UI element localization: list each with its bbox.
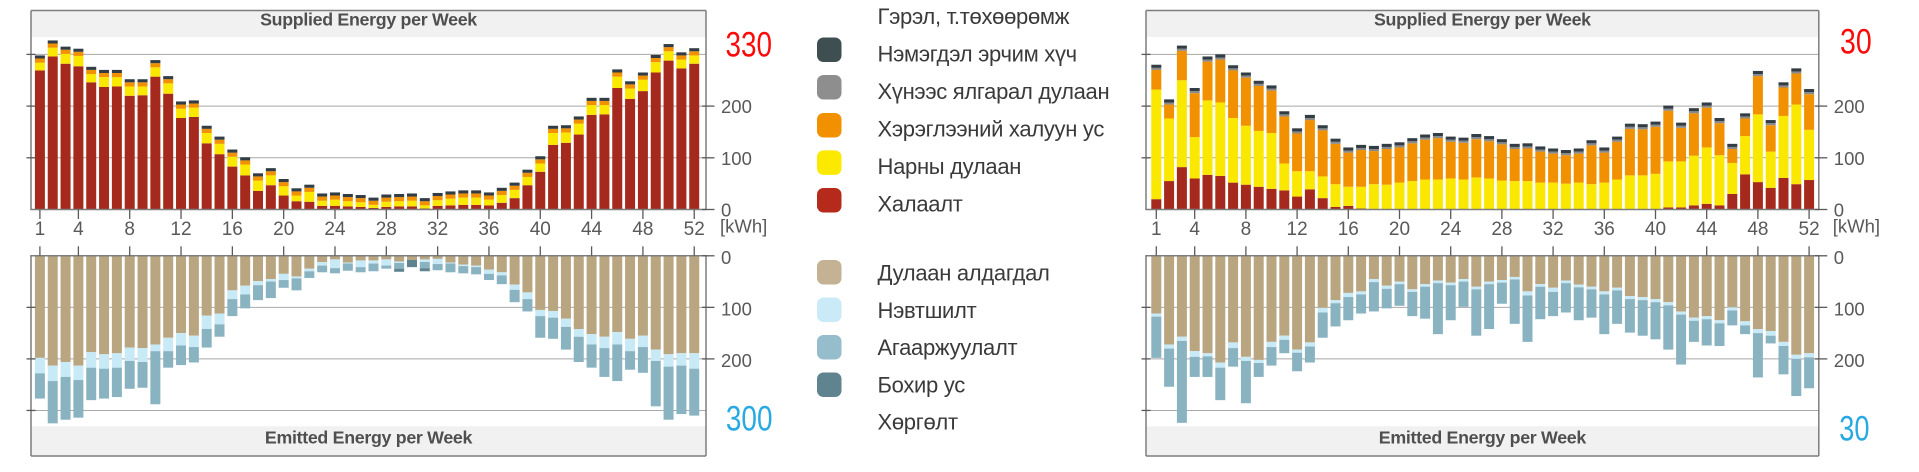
svg-text:36: 36 [1594, 219, 1615, 240]
svg-text:Халаалт: Халаалт [878, 192, 963, 217]
svg-text:0: 0 [721, 247, 731, 268]
svg-text:28: 28 [376, 219, 397, 240]
svg-text:24: 24 [1440, 219, 1462, 240]
svg-text:32: 32 [1543, 219, 1564, 240]
svg-text:44: 44 [581, 219, 603, 240]
svg-text:Дулаан алдагдал: Дулаан алдагдал [878, 261, 1050, 286]
svg-text:Emitted Energy per Week: Emitted Energy per Week [265, 428, 473, 448]
svg-text:Хүнээс ялгарал дулаан: Хүнээс ялгарал дулаан [878, 79, 1110, 104]
svg-text:48: 48 [632, 219, 653, 240]
svg-text:200: 200 [721, 96, 752, 117]
svg-text:100: 100 [721, 299, 752, 320]
svg-text:0: 0 [721, 200, 731, 221]
svg-text:52: 52 [1799, 219, 1820, 240]
svg-text:[kWh]: [kWh] [1833, 216, 1880, 237]
svg-text:40: 40 [530, 219, 551, 240]
svg-text:1: 1 [1151, 219, 1162, 240]
svg-text:Гэрэл, т.төхөөрөмж: Гэрэл, т.төхөөрөмж [878, 4, 1070, 29]
svg-text:100: 100 [721, 148, 752, 169]
svg-text:40: 40 [1645, 219, 1666, 240]
svg-text:Агааржуулалт: Агааржуулалт [878, 335, 1018, 360]
svg-text:30: 30 [1840, 23, 1872, 62]
svg-text:8: 8 [1241, 219, 1252, 240]
svg-text:330: 330 [726, 26, 773, 65]
svg-text:20: 20 [273, 219, 294, 240]
svg-text:Бохир ус: Бохир ус [878, 372, 966, 397]
svg-text:Supplied Energy per Week: Supplied Energy per Week [1374, 10, 1591, 30]
svg-text:32: 32 [427, 219, 448, 240]
svg-text:200: 200 [721, 350, 752, 371]
svg-text:44: 44 [1696, 219, 1718, 240]
svg-text:12: 12 [170, 219, 191, 240]
svg-text:[kWh]: [kWh] [720, 216, 767, 237]
svg-text:Emitted Energy per Week: Emitted Energy per Week [1379, 428, 1587, 448]
svg-text:20: 20 [1389, 219, 1410, 240]
svg-text:24: 24 [324, 219, 346, 240]
svg-text:Нарны дулаан: Нарны дулаан [878, 154, 1022, 179]
svg-text:30: 30 [1839, 409, 1869, 448]
svg-text:Нэмэгдэл эрчим хүч: Нэмэгдэл эрчим хүч [878, 42, 1077, 67]
svg-text:36: 36 [478, 219, 499, 240]
svg-text:16: 16 [222, 219, 243, 240]
svg-text:4: 4 [1189, 219, 1200, 240]
svg-text:28: 28 [1491, 219, 1512, 240]
svg-text:0: 0 [1834, 200, 1844, 221]
svg-text:16: 16 [1338, 219, 1359, 240]
svg-text:12: 12 [1287, 219, 1308, 240]
svg-text:Хөргөлт: Хөргөлт [878, 410, 958, 435]
svg-text:200: 200 [1834, 350, 1865, 371]
svg-text:Нэвтшилт: Нэвтшилт [878, 298, 977, 323]
svg-text:200: 200 [1834, 96, 1865, 117]
svg-text:Хэрэглээний халуун ус: Хэрэглээний халуун ус [878, 117, 1105, 142]
svg-text:52: 52 [684, 219, 705, 240]
svg-text:48: 48 [1747, 219, 1768, 240]
svg-text:300: 300 [726, 399, 773, 438]
svg-text:100: 100 [1834, 148, 1865, 169]
svg-text:8: 8 [124, 219, 135, 240]
svg-text:4: 4 [73, 219, 84, 240]
svg-text:0: 0 [1834, 247, 1844, 268]
svg-text:100: 100 [1834, 299, 1865, 320]
svg-text:1: 1 [35, 219, 46, 240]
svg-text:Supplied Energy per Week: Supplied Energy per Week [260, 10, 477, 30]
